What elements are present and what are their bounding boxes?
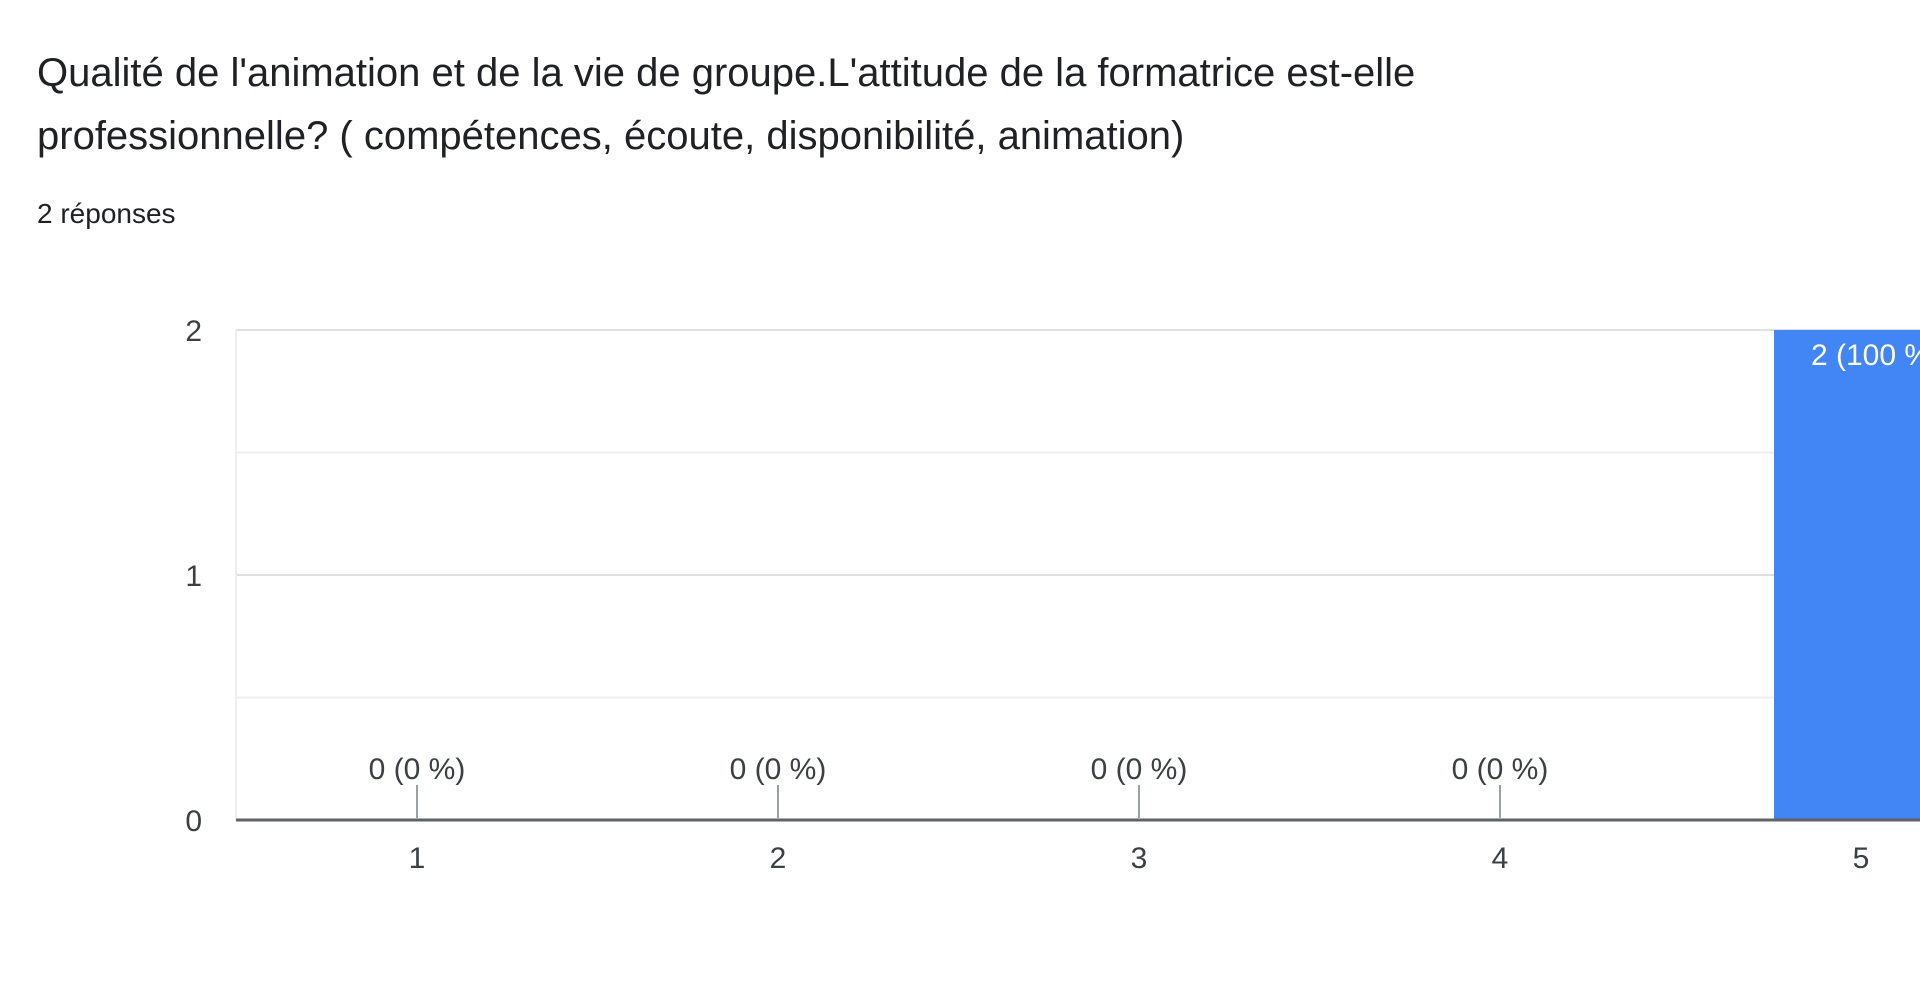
data-label: 0 (0 %): [730, 753, 827, 786]
x-tick-label: 4: [1492, 842, 1509, 875]
y-tick-label: 0: [185, 805, 202, 838]
x-tick-label: 2: [770, 842, 787, 875]
gridlines: [235, 329, 1920, 820]
y-tick-label: 2: [185, 315, 202, 348]
data-label: 0 (0 %): [1452, 753, 1549, 786]
question-title: Qualité de l'animation et de la vie de g…: [37, 51, 1416, 158]
bars: [1774, 330, 1920, 820]
data-label: 2 (100 %: [1811, 339, 1920, 372]
data-label: 0 (0 %): [369, 753, 466, 786]
labels: 0 1 2 1 2 3 4 5 0 (0 %) 0 (0 %) 0 (0 %) 0 (0 %) 2 (1…: [185, 315, 1920, 875]
x-tick-label: 1: [409, 842, 426, 875]
x-tick-label: 5: [1853, 842, 1870, 875]
x-tick-label: 3: [1131, 842, 1148, 875]
data-label: 0 (0 %): [1091, 753, 1188, 786]
y-tick-label: 1: [185, 560, 202, 593]
response-count: 2 réponses: [37, 198, 176, 229]
bar: [1774, 330, 1920, 820]
